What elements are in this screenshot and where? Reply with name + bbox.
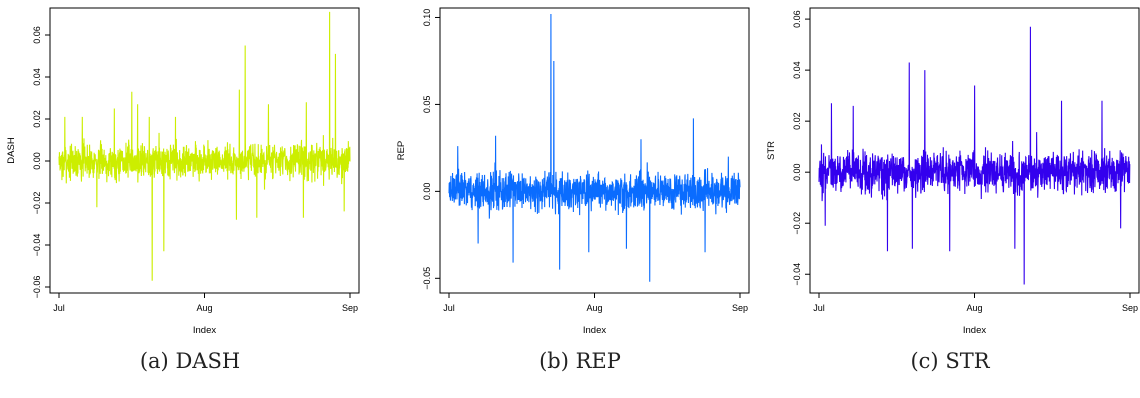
y-tick-label: 0.04 (32, 68, 42, 86)
chart-svg-str: −0.04 −0.02 0.00 0.02 0.04 0.06 Jul Aug Sep Index… (766, 7, 1140, 336)
y-axis: −0.06 −0.04 −0.02 0.00 0.02 0.04 0.06 (32, 26, 50, 298)
series-dash (58, 11, 351, 281)
y-tick-label: 0.02 (792, 112, 802, 130)
series-line (448, 13, 741, 282)
caption-label-rep: (b) (539, 349, 569, 373)
y-tick-label: −0.04 (32, 234, 42, 257)
y-tick-label: 0.00 (422, 183, 432, 201)
x-axis-title: Index (193, 325, 216, 336)
caption-rep: (b) REP (390, 349, 770, 373)
chart-svg-dash: −0.06 −0.04 −0.02 0.00 0.02 0.04 0.06 Jul Aug Sep… (6, 7, 360, 336)
y-tick-label: 0.06 (792, 10, 802, 28)
series-str (818, 26, 1131, 285)
x-tick-label: Aug (966, 303, 982, 313)
x-tick-label: Jul (53, 303, 65, 313)
x-tick-label: Aug (196, 303, 212, 313)
x-axis-title: Index (963, 325, 986, 336)
chart-panel-dash: −0.06 −0.04 −0.02 0.00 0.02 0.04 0.06 Jul Aug Sep… (0, 0, 380, 398)
caption-text-str: STR (945, 349, 990, 373)
x-tick-label: Jul (813, 303, 825, 313)
y-tick-label: −0.04 (792, 263, 802, 286)
y-tick-label: 0.10 (422, 9, 432, 27)
y-tick-label: 0.00 (792, 163, 802, 181)
x-tick-label: Jul (443, 303, 455, 313)
y-axis-title: DASH (6, 137, 17, 164)
x-axis: Jul Aug Sep (53, 293, 358, 313)
chart-svg-rep: −0.05 0.00 0.05 0.10 Jul Aug Sep Index REP (396, 7, 750, 336)
series-line (58, 11, 351, 281)
caption-dash: (a) DASH (0, 349, 380, 373)
y-axis-title: REP (396, 141, 407, 161)
plot-frame (439, 7, 750, 294)
x-tick-label: Aug (586, 303, 602, 313)
x-axis-title: Index (583, 325, 606, 336)
y-tick-label: 0.02 (32, 110, 42, 128)
caption-label-str: (c) (910, 349, 939, 373)
y-tick-label: −0.05 (422, 267, 432, 290)
caption-label-dash: (a) (139, 349, 169, 373)
y-axis-title: STR (766, 141, 777, 160)
series-line (818, 26, 1131, 285)
series-rep (448, 13, 741, 282)
y-tick-label: −0.06 (32, 276, 42, 299)
caption-str: (c) STR (760, 349, 1140, 373)
chart-panel-rep: −0.05 0.00 0.05 0.10 Jul Aug Sep Index REP (b) R… (390, 0, 770, 398)
y-tick-label: 0.06 (32, 26, 42, 44)
x-axis: Jul Aug Sep (443, 293, 748, 313)
y-tick-label: 0.05 (422, 96, 432, 114)
x-axis: Jul Aug Sep (813, 293, 1138, 313)
x-tick-label: Sep (342, 303, 358, 313)
x-tick-label: Sep (1122, 303, 1138, 313)
y-tick-label: 0.04 (792, 61, 802, 79)
caption-text-dash: DASH (175, 349, 241, 373)
y-axis: −0.05 0.00 0.05 0.10 (422, 9, 440, 290)
y-tick-label: −0.02 (792, 212, 802, 235)
y-axis: −0.04 −0.02 0.00 0.02 0.04 0.06 (792, 10, 810, 286)
y-tick-label: −0.02 (32, 192, 42, 215)
chart-panel-str: −0.04 −0.02 0.00 0.02 0.04 0.06 Jul Aug Sep Index… (760, 0, 1140, 398)
x-tick-label: Sep (732, 303, 748, 313)
caption-text-rep: REP (575, 349, 621, 373)
y-tick-label: 0.00 (32, 152, 42, 170)
